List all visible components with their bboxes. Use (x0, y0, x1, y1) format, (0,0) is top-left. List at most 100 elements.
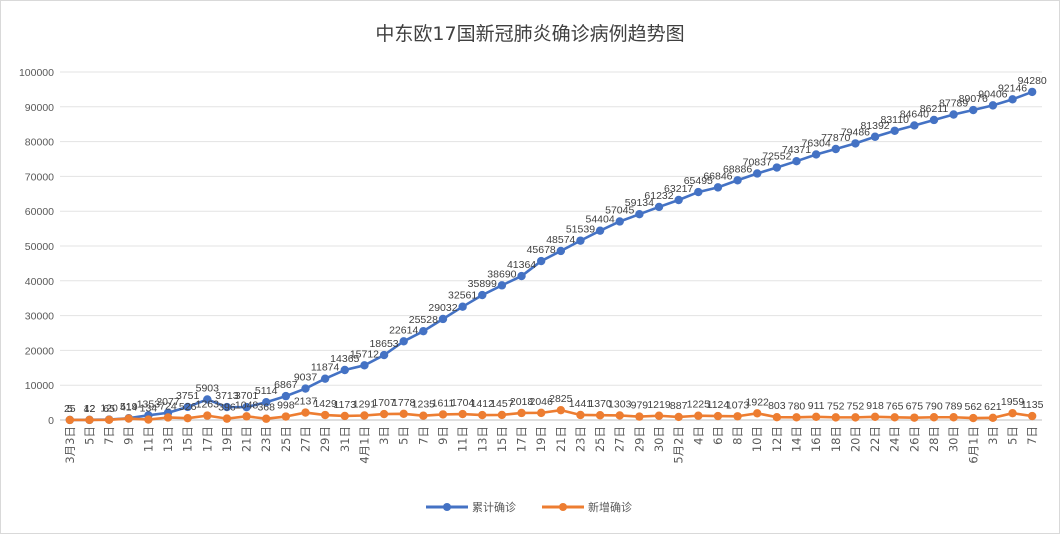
point-new (595, 411, 605, 420)
data-label-cumulative: 9037 (294, 372, 318, 384)
point-new (615, 411, 624, 420)
data-label-cumulative: 22614 (389, 324, 418, 336)
data-label-new: 752 (827, 400, 845, 412)
point-new (497, 410, 507, 420)
x-tick-label: 13日 (161, 426, 175, 452)
point-new (890, 413, 899, 422)
data-label-cumulative: 1353 (137, 398, 161, 410)
x-tick-label: 20日 (848, 426, 862, 452)
data-label-cumulative: 70837 (743, 156, 772, 168)
x-tick-label: 21日 (554, 426, 568, 452)
data-label-cumulative: 120 (100, 403, 118, 415)
data-label-new: 2046 (530, 396, 554, 408)
x-tick-label: 13日 (475, 426, 489, 452)
data-label-new: 752 (847, 400, 865, 412)
point-new (792, 413, 801, 422)
data-label-cumulative: 87789 (939, 97, 968, 109)
chart-title: 中东欧17国新冠肺炎确诊病例趋势图 (375, 23, 685, 45)
point-cumulative (222, 402, 232, 412)
point-cumulative (438, 314, 448, 324)
data-label-new: 724 (159, 400, 177, 412)
data-label-new: 790 (925, 400, 943, 412)
point-new (753, 409, 762, 418)
point-cumulative (772, 163, 782, 172)
data-label-cumulative: 18653 (369, 338, 398, 350)
point-cumulative (615, 217, 624, 226)
data-label-cumulative: 3701 (235, 390, 259, 402)
data-label-new: 134 (140, 403, 158, 415)
point-cumulative (929, 115, 939, 125)
point-cumulative (949, 110, 958, 119)
point-new (183, 413, 192, 423)
point-cumulative (360, 361, 369, 370)
x-axis: 3月3日 5日 7日 9日 11日 13日 15日 17日 19日 21日 23日 25日 27日 29日… (63, 426, 1039, 464)
legend-marker-cumulative (443, 503, 451, 511)
data-label-cumulative: 79486 (841, 126, 870, 138)
point-new (144, 415, 153, 424)
x-tick-label: 5日 (82, 426, 96, 445)
point-cumulative (536, 256, 546, 266)
point-new (1008, 408, 1017, 418)
data-label-cumulative: 29032 (428, 302, 457, 314)
data-label-cumulative: 92146 (998, 82, 1027, 94)
data-label-new: 65 (103, 403, 115, 415)
point-new (458, 409, 467, 419)
x-tick-label: 5月2日 (672, 426, 686, 464)
y-tick-label: 10000 (25, 380, 54, 392)
data-label-new: 1704 (451, 397, 475, 409)
y-tick-label: 50000 (25, 241, 54, 253)
x-tick-label: 7日 (1025, 426, 1039, 445)
point-new (65, 415, 75, 425)
point-cumulative (831, 144, 840, 154)
point-cumulative (1027, 87, 1037, 97)
point-cumulative (988, 101, 998, 110)
data-label-cumulative: 5114 (255, 385, 278, 397)
data-label-new: 1412 (471, 398, 495, 410)
data-label-new: 1073 (726, 399, 750, 411)
data-label-new: 2018 (510, 396, 534, 408)
point-new (85, 415, 94, 425)
x-tick-label: 19日 (534, 426, 548, 452)
point-new (399, 409, 408, 419)
point-new (242, 412, 251, 421)
data-label-new: 789 (945, 400, 963, 412)
point-new (360, 411, 369, 420)
data-label-cumulative: 14365 (330, 353, 359, 365)
y-tick-label: 40000 (25, 276, 54, 288)
point-cumulative (203, 395, 212, 404)
data-label-new: 1124 (707, 399, 730, 411)
data-label-cumulative: 2077 (156, 396, 180, 408)
point-new (163, 413, 173, 422)
point-new (124, 414, 133, 423)
data-label-cumulative: 84640 (900, 108, 929, 120)
data-label-new: 765 (886, 400, 904, 412)
point-cumulative (183, 402, 192, 412)
x-tick-label: 4日 (691, 426, 705, 445)
data-label-new: 621 (984, 401, 1002, 413)
legend-marker-new (559, 503, 567, 511)
x-tick-label: 19日 (220, 426, 234, 452)
point-new (733, 412, 742, 421)
data-label-new: 2825 (549, 393, 573, 405)
point-new (203, 411, 212, 420)
data-label-new: 1173 (333, 399, 356, 411)
point-cumulative (419, 326, 428, 336)
legend-label-cumulative: 累计确诊 (472, 500, 516, 514)
x-tick-label: 29日 (318, 426, 332, 452)
data-label-cumulative: 48574 (546, 234, 575, 246)
point-cumulative (753, 169, 762, 178)
data-label-cumulative: 35899 (468, 278, 497, 290)
data-label-cumulative: 41364 (507, 259, 536, 271)
data-label-new: 562 (964, 401, 982, 413)
data-label-new: 5 (67, 403, 73, 415)
y-tick-label: 70000 (25, 171, 54, 183)
point-new (949, 413, 958, 422)
point-new (576, 410, 585, 420)
point-new (929, 413, 939, 422)
x-tick-label: 5日 (397, 426, 411, 445)
point-new (831, 413, 840, 422)
grid-lines (60, 71, 1042, 421)
point-new (301, 408, 310, 417)
